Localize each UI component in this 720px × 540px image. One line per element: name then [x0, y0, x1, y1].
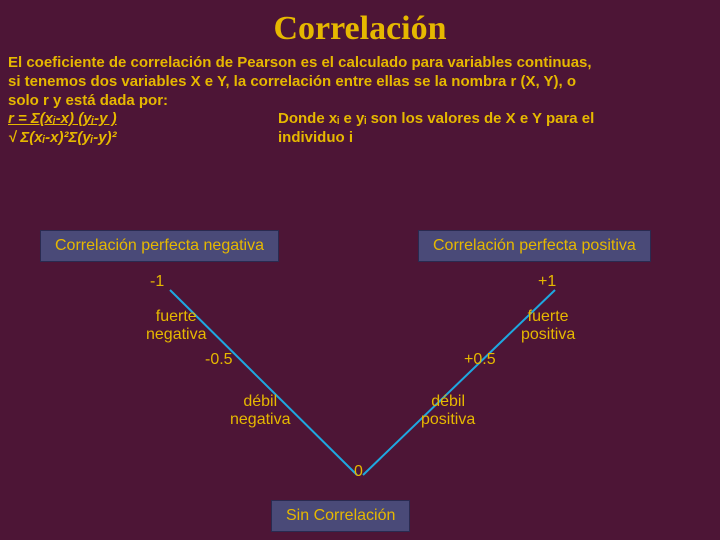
intro-line1: El coeficiente de correlación de Pearson… — [8, 54, 592, 71]
label-pos05: +0.5 — [464, 351, 496, 369]
label-neg05: -0.5 — [205, 351, 233, 369]
fuerte-pos-l1: fuerte — [528, 308, 569, 325]
label-fuerte-neg: fuerte negativa — [146, 308, 207, 344]
debil-neg-l1: débil — [243, 393, 277, 410]
intro-text: El coeficiente de correlación de Pearson… — [0, 48, 720, 110]
fuerte-neg-l1: fuerte — [156, 308, 197, 325]
box-neg-perfect: Correlación perfecta negativa — [40, 230, 279, 262]
formula: r = Σ(xᵢ-x) (yᵢ-y ) √ Σ(xᵢ-x)²Σ(yᵢ-y)² — [8, 110, 278, 148]
debil-pos-l2: positiva — [421, 411, 475, 428]
page-title: Correlación — [0, 0, 720, 48]
label-debil-neg: débil negativa — [230, 393, 291, 429]
label-debil-pos: débil positiva — [421, 393, 475, 429]
donde-line1: Donde xᵢ e yᵢ son los valores de X e Y p… — [278, 110, 594, 127]
formula-numerator: r = Σ(xᵢ-x) (yᵢ-y ) — [8, 110, 117, 127]
box-sin-correlacion: Sin Correlación — [271, 500, 410, 532]
fuerte-neg-l2: negativa — [146, 326, 207, 343]
debil-pos-l1: débil — [431, 393, 465, 410]
label-neg1: -1 — [150, 273, 164, 291]
intro-line2: si tenemos dos variables X e Y, la corre… — [8, 73, 576, 90]
box-pos-perfect: Correlación perfecta positiva — [418, 230, 651, 262]
donde-text: Donde xᵢ e yᵢ son los valores de X e Y p… — [278, 110, 712, 148]
label-fuerte-pos: fuerte positiva — [521, 308, 575, 344]
formula-row: r = Σ(xᵢ-x) (yᵢ-y ) √ Σ(xᵢ-x)²Σ(yᵢ-y)² D… — [0, 110, 720, 148]
debil-neg-l2: negativa — [230, 411, 291, 428]
fuerte-pos-l2: positiva — [521, 326, 575, 343]
donde-line2: individuo i — [278, 129, 353, 146]
formula-denominator: √ Σ(xᵢ-x)²Σ(yᵢ-y)² — [8, 129, 117, 146]
label-zero: 0 — [354, 463, 363, 481]
label-pos1: +1 — [538, 273, 556, 291]
intro-line3: solo r y está dada por: — [8, 92, 168, 109]
